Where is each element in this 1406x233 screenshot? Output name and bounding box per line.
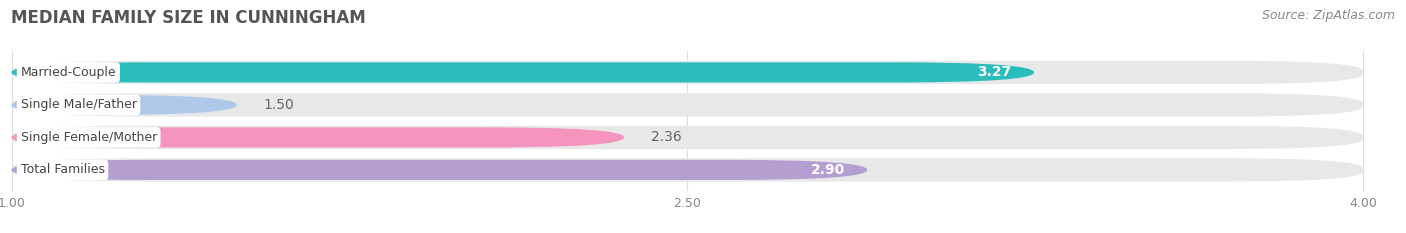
FancyBboxPatch shape <box>11 158 1362 182</box>
Text: Total Families: Total Families <box>21 163 104 176</box>
FancyBboxPatch shape <box>11 160 868 180</box>
FancyBboxPatch shape <box>11 62 1033 82</box>
Text: 1.50: 1.50 <box>264 98 294 112</box>
Text: MEDIAN FAMILY SIZE IN CUNNINGHAM: MEDIAN FAMILY SIZE IN CUNNINGHAM <box>11 9 366 27</box>
Text: 2.90: 2.90 <box>811 163 845 177</box>
Text: 3.27: 3.27 <box>977 65 1011 79</box>
FancyBboxPatch shape <box>11 95 236 115</box>
FancyBboxPatch shape <box>11 126 1362 149</box>
Text: 2.36: 2.36 <box>651 130 682 144</box>
FancyBboxPatch shape <box>11 93 1362 116</box>
FancyBboxPatch shape <box>11 61 1362 84</box>
Text: Source: ZipAtlas.com: Source: ZipAtlas.com <box>1261 9 1395 22</box>
FancyBboxPatch shape <box>11 127 624 147</box>
Text: Single Female/Mother: Single Female/Mother <box>21 131 157 144</box>
Text: Single Male/Father: Single Male/Father <box>21 98 136 111</box>
Text: Married-Couple: Married-Couple <box>21 66 117 79</box>
